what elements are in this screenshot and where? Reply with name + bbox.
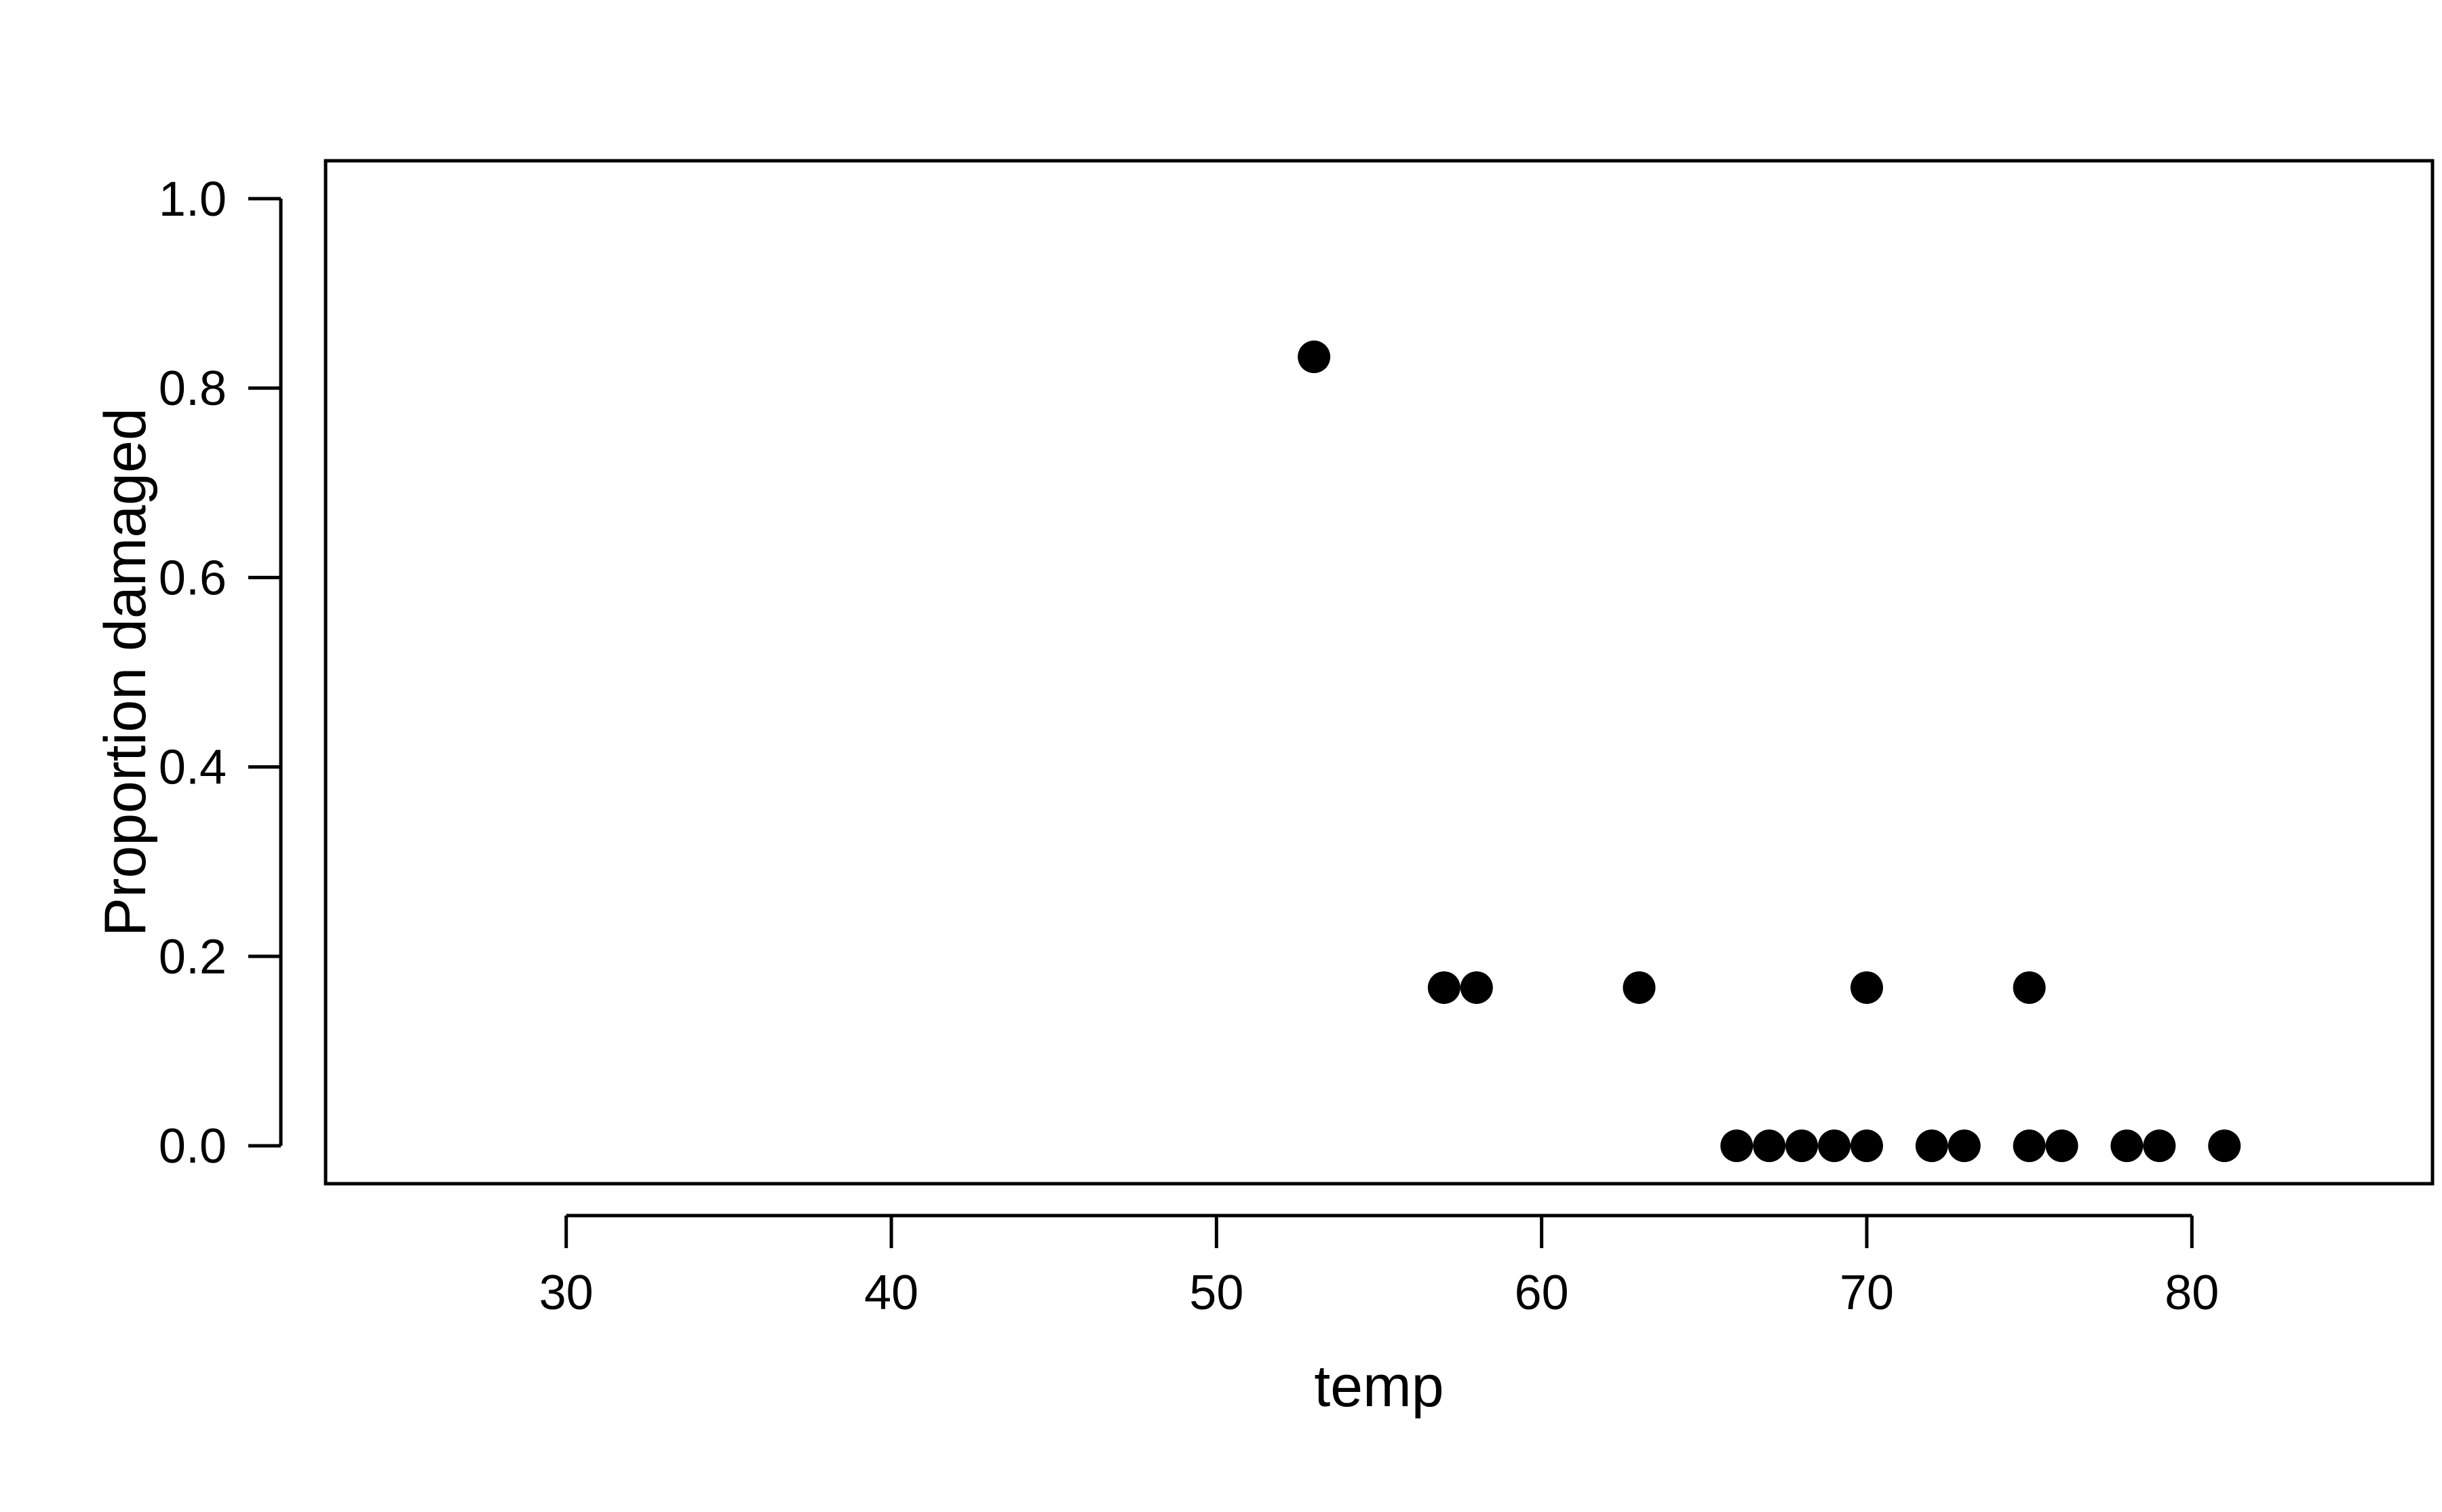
y-tick-label: 0.2: [159, 930, 227, 984]
y-tick-label: 0.8: [159, 362, 227, 416]
data-point: [1850, 1129, 1883, 1163]
data-point: [1850, 971, 1883, 1004]
data-point: [1753, 1129, 1786, 1163]
data-point: [2110, 1129, 2144, 1163]
x-tick-label: 30: [539, 1266, 594, 1320]
data-point: [2208, 1129, 2241, 1163]
data-point: [2143, 1129, 2176, 1163]
y-tick-label: 0.6: [159, 551, 227, 605]
data-point: [2045, 1129, 2078, 1163]
data-point: [1818, 1129, 1851, 1163]
data-point: [1720, 1129, 1753, 1163]
y-axis: 0.0 0.2 0.4 0.6 0.8 1.0: [159, 172, 283, 1174]
y-tick-label: 1.0: [159, 172, 227, 227]
x-tick-label: 40: [864, 1266, 918, 1320]
data-point: [1460, 971, 1493, 1004]
y-tick-label: 0.4: [159, 741, 227, 795]
x-tick-label: 50: [1189, 1266, 1243, 1320]
data-point: [2013, 1129, 2046, 1163]
x-tick-label: 60: [1515, 1266, 1569, 1320]
data-point: [1623, 971, 1656, 1004]
y-tick-label: 0.0: [159, 1119, 227, 1174]
data-point: [1298, 341, 1331, 374]
x-tick-label: 80: [2165, 1266, 2219, 1320]
y-axis-label: Proportion damaged: [93, 408, 158, 936]
data-point: [1427, 971, 1460, 1004]
x-axis: 30 40 50 60 70 80: [539, 1214, 2219, 1320]
data-point: [1915, 1129, 1948, 1163]
data-point: [1785, 1129, 1819, 1163]
data-point: [2013, 971, 2046, 1004]
x-axis-label: temp: [1314, 1354, 1443, 1419]
data-point: [1947, 1129, 1981, 1163]
x-tick-label: 70: [1840, 1266, 1894, 1320]
plot-frame: [324, 159, 2435, 1186]
data-points: [1298, 341, 2241, 1163]
